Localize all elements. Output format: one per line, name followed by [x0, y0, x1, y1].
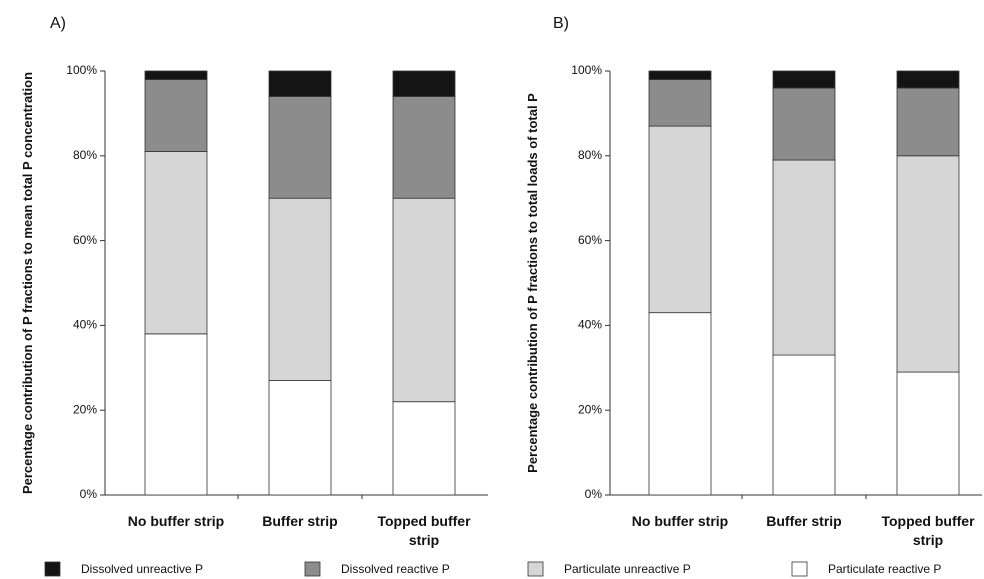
y-tick-label: 20%	[73, 402, 97, 416]
bar-segment	[772, 354, 836, 496]
y-tick-label: 100%	[66, 63, 97, 77]
y-tick-label: 100%	[571, 63, 602, 77]
x-tick-label: Buffer strip	[766, 513, 842, 529]
y-title-group: Percentage contribution of P fractions t…	[525, 93, 540, 473]
legend-label: Dissolved reactive P	[341, 562, 450, 576]
y-tick-label: 80%	[73, 148, 97, 162]
bar-segment	[392, 70, 456, 97]
bar-segment	[648, 79, 712, 127]
legend-label: Particulate reactive P	[828, 562, 941, 576]
bar-segment	[268, 96, 332, 199]
x-tick-label: Buffer strip	[262, 513, 338, 529]
bar-segment	[392, 401, 456, 496]
y-tick-label: 60%	[578, 233, 602, 247]
x-tick-label: No buffer strip	[127, 513, 225, 529]
bar-segment	[772, 159, 836, 356]
y-tick-label: 0%	[80, 487, 98, 501]
bar-segment	[772, 87, 836, 161]
bar-segment	[772, 70, 836, 89]
bar-segment	[896, 155, 960, 373]
y-axis-title-box: Percentage contribution of P fractions t…	[20, 71, 35, 495]
legend-swatch	[527, 561, 544, 577]
y-axis-title: Percentage contribution of P fractions t…	[20, 71, 35, 495]
x-tick-label-box: Topped buffer strip	[881, 513, 975, 548]
bar-segment	[648, 125, 712, 314]
y-tick-label: 80%	[578, 148, 602, 162]
bar-segment	[392, 96, 456, 199]
y-tick-label: 60%	[73, 233, 97, 247]
bar-segment	[268, 197, 332, 381]
x-tick-label-box: Topped buffer strip	[377, 513, 471, 548]
y-axis-title-box: Percentage contribution of P fractions t…	[525, 93, 540, 473]
y-tick-label: 0%	[585, 487, 603, 501]
legend-label: Dissolved unreactive P	[81, 562, 203, 576]
bar-segment	[896, 70, 960, 89]
bar-segment	[896, 371, 960, 496]
bar-segment	[268, 70, 332, 97]
bar-segment	[268, 380, 332, 496]
panel-label: B)	[553, 15, 569, 32]
x-tick-label-box: Buffer strip	[262, 513, 338, 529]
x-tick-label-box: Buffer strip	[766, 513, 842, 529]
bar-segment	[144, 70, 208, 80]
x-tick-label: Topped buffer strip	[881, 513, 975, 548]
legend-label: Particulate unreactive P	[564, 562, 691, 576]
x-tick-label-box: No buffer strip	[127, 513, 225, 529]
x-tick-label-box: No buffer strip	[631, 513, 729, 529]
legend-swatch	[44, 561, 61, 577]
y-tick-label: 40%	[578, 318, 602, 332]
y-axis-title: Percentage contribution of P fractions t…	[525, 93, 540, 473]
bar-segment	[648, 312, 712, 496]
bar-segment	[144, 333, 208, 496]
bar-segment	[648, 70, 712, 80]
legend-swatch	[791, 561, 808, 577]
x-tick-label: No buffer strip	[631, 513, 729, 529]
panel-label: A)	[50, 15, 66, 32]
bar-segment	[896, 87, 960, 157]
y-title-group: Percentage contribution of P fractions t…	[20, 71, 35, 495]
bar-segment	[392, 197, 456, 403]
x-tick-label: Topped buffer strip	[377, 513, 471, 548]
y-tick-label: 20%	[578, 402, 602, 416]
y-tick-label: 40%	[73, 318, 97, 332]
bar-segment	[144, 79, 208, 152]
legend-swatch	[304, 561, 321, 577]
bar-segment	[144, 151, 208, 335]
